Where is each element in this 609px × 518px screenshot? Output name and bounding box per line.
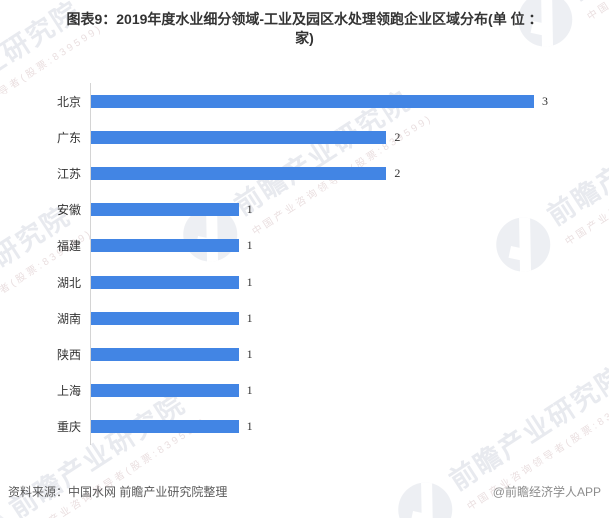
bar-area: 1: [90, 336, 609, 373]
chart-row: 陕西 1: [0, 336, 609, 373]
bar: [91, 94, 534, 108]
chart-row: 北京 3: [0, 83, 609, 120]
value-label: 1: [246, 274, 253, 289]
category-label: 湖北: [56, 275, 81, 290]
chart-row: 上海 1: [0, 372, 609, 409]
credit-note: @前瞻经济学人APP: [492, 485, 601, 499]
bar-area: 1: [90, 263, 609, 301]
bar: [91, 166, 387, 180]
footer: 资料来源：中国水网 前瞻产业研究院整理 @前瞻经济学人APP: [8, 483, 601, 500]
watermark-brand: 前瞻产业研究院: [560, 0, 609, 8]
value-label: 1: [246, 202, 253, 217]
bar: [91, 203, 239, 217]
chart-row: 湖北 1: [0, 263, 609, 301]
value-label: 3: [542, 93, 548, 108]
value-label: 1: [246, 238, 253, 253]
chart-row: 江苏 2: [0, 155, 609, 192]
qianzhan-logo-icon: [0, 499, 23, 518]
category-label: 陕西: [56, 347, 81, 362]
value-label: 2: [394, 129, 401, 144]
chart-rows: 北京 3 广东 2 江苏 2 安徽 1 福建 1 湖北 1 湖南 1 陕西 1 上海 1 重庆 1: [0, 83, 609, 445]
bar-area: 2: [90, 119, 609, 156]
value-label: 1: [246, 346, 253, 361]
category-label: 广东: [56, 130, 81, 145]
category-label: 福建: [56, 239, 81, 254]
bar: [91, 347, 239, 361]
bar-area: 1: [90, 372, 609, 409]
category-label: 重庆: [56, 420, 81, 435]
category-label: 安徽: [56, 203, 81, 218]
chart-row: 湖南 1: [0, 300, 609, 337]
value-label: 1: [246, 383, 253, 398]
chart-row: 重庆 1: [0, 408, 609, 445]
bar: [91, 275, 239, 289]
bar: [91, 384, 239, 398]
category-label: 江苏: [56, 166, 81, 181]
category-label: 上海: [56, 384, 81, 399]
bar: [91, 239, 239, 253]
value-label: 1: [246, 419, 253, 434]
source-note: 资料来源：中国水网 前瞻产业研究院整理: [8, 485, 228, 499]
bar: [91, 420, 239, 434]
bar: [91, 130, 387, 144]
chart-row: 福建 1: [0, 227, 609, 264]
bar-area: 2: [90, 155, 609, 192]
bar-area: 1: [90, 300, 609, 337]
chart-title: 图表9：2019年度水业细分领域-工业及园区水处理领跑企业区域分布(单 位 ： …: [0, 10, 609, 48]
value-label: 1: [246, 310, 253, 325]
bar-area: 1: [90, 191, 609, 228]
bar-area: 1: [90, 408, 609, 445]
bar: [91, 311, 239, 325]
bar-area: 1: [90, 227, 609, 264]
category-label: 湖南: [56, 311, 81, 326]
chart-title-line2: 家): [295, 30, 314, 46]
chart-row: 广东 2: [0, 119, 609, 156]
chart-title-line1: 图表9：2019年度水业细分领域-工业及园区水处理领跑企业区域分布(单 位 ：: [66, 11, 543, 27]
bar-area: 3: [90, 83, 609, 120]
chart-row: 安徽 1: [0, 191, 609, 228]
category-label: 北京: [56, 94, 81, 109]
value-label: 2: [394, 165, 401, 180]
